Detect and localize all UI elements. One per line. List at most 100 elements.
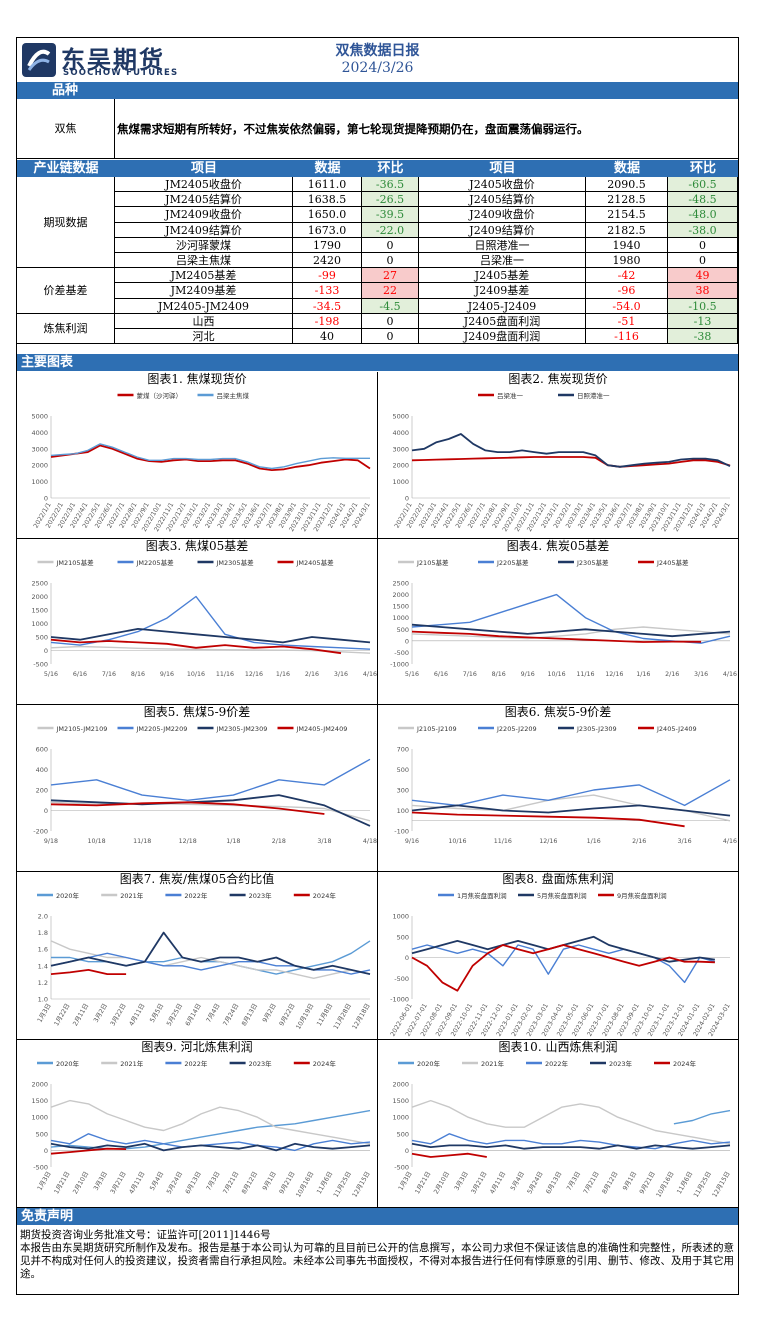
y-tick-label: 0 — [405, 637, 409, 645]
chart-title: 图表1. 焦煤现货价 — [147, 372, 247, 386]
chart-plot: 2020年 2021年 2022年 2023年 2024年 2000 1500 1000 500… — [392, 1059, 731, 1199]
x-tick-label: 10月16日 — [654, 1170, 675, 1199]
x-tick-label: 5月5日 — [148, 1002, 165, 1024]
table-cell-l-chg: -26.5 — [362, 192, 419, 208]
y-tick-label: 1500 — [31, 607, 48, 615]
y-tick-label: 0 — [44, 1147, 48, 1155]
legend-label: 2022年 — [184, 891, 208, 900]
x-tick-label: 2月10日 — [71, 1170, 90, 1195]
legend-label: 2023年 — [249, 891, 273, 900]
chart-8: 图表8. 盘面炼焦利润 1月焦炭盘面利润 5月焦炭盘面利润 9月焦炭盘面利润 1000 5… — [378, 872, 738, 1040]
legend-entry: 2024年 — [654, 1059, 697, 1068]
legend-entry: J2405-J2409 — [638, 725, 697, 733]
x-tick-label: 2/16 — [632, 838, 646, 845]
legend-label: 吕梁准一 — [497, 391, 524, 400]
x-tick-label: 11/18 — [133, 838, 151, 845]
chart-title: 图表6. 焦炭5-9价差 — [504, 705, 612, 719]
table-cell-r-val: -51 — [586, 313, 668, 329]
chart-plot: 1月焦炭盘面利润 5月焦炭盘面利润 9月焦炭盘面利润 1000 500 0 -500 -100… — [389, 891, 731, 1038]
x-tick-label: 9/16 — [521, 671, 535, 678]
x-tick-label: 10/16 — [448, 838, 466, 845]
chart-title: 图表4. 焦炭05基差 — [506, 539, 610, 553]
table-cell-r-val: 1940 — [586, 237, 668, 253]
y-tick-label: -200 — [33, 828, 48, 836]
series-line-1 — [673, 1109, 731, 1125]
legend-label: 2020年 — [56, 891, 80, 900]
legend-entry: J2205基差 — [478, 558, 529, 567]
y-tick-label: 1500 — [392, 1097, 409, 1105]
x-tick-label: 3/18 — [317, 838, 331, 845]
table-cell-l-item: JM2409基差 — [115, 283, 293, 299]
legend-label: 2021年 — [120, 891, 144, 900]
table-cell-l-chg: 22 — [362, 283, 419, 299]
y-tick-label: 100 — [397, 807, 409, 815]
x-tick-label: 10/16 — [547, 671, 565, 678]
legend-entry: 9月焦炭盘面利润 — [598, 891, 667, 900]
x-tick-label: 4/16 — [363, 671, 377, 678]
legend-entry: 2022年 — [526, 1059, 569, 1068]
x-tick-label: 6月14日 — [184, 1002, 203, 1027]
legend-entry: JM2105基差 — [37, 558, 94, 567]
chart-7: 图表7. 焦炭/焦煤05合约比值 2020年 2021年 2022年 2023年 2024… — [17, 872, 378, 1040]
x-tick-label: 3/16 — [334, 671, 348, 678]
x-tick-label: 4月11日 — [127, 1170, 146, 1195]
table-cell-l-val: 1790 — [293, 237, 362, 253]
y-tick-label: 1500 — [31, 1097, 48, 1105]
chart-plot: 吕梁准一 日照港准一5000400030002000100002022/1/120… — [392, 391, 731, 533]
x-tick-label: 11月6日 — [675, 1170, 694, 1195]
legend-entry: 2023年 — [229, 1059, 273, 1068]
legend-entry: 2024年 — [293, 891, 336, 900]
group-label: 炼焦利润 — [17, 313, 115, 345]
y-tick-label: 1.4 — [38, 962, 48, 970]
chart-plot: J2105-J2109 J2205-J2209 J2305-J2309 J2405-J… — [394, 725, 737, 845]
chart-title: 图表10. 山西炼焦利润 — [498, 1040, 618, 1054]
y-tick-label: 1.6 — [38, 946, 48, 954]
table-cell-r-val: 2128.5 — [586, 192, 668, 208]
y-tick-label: 400 — [36, 766, 48, 774]
x-tick-label: 9月1日 — [621, 1170, 638, 1192]
table-cell-r-item: J2409收盘价 — [419, 207, 586, 223]
x-tick-label: 1/18 — [226, 838, 240, 845]
y-tick-label: 2000 — [31, 462, 48, 470]
table-cell-r-chg: -60.5 — [668, 177, 738, 193]
x-tick-label: 1/16 — [587, 838, 601, 845]
legend-label: 2023年 — [249, 1059, 273, 1068]
charts-header: 主要图表 — [21, 355, 74, 370]
x-tick-label: 12/16 — [605, 671, 623, 678]
y-tick-label: 2.0 — [38, 913, 48, 921]
chart-title: 图表8. 盘面炼焦利润 — [502, 872, 614, 886]
disclaimer-body: 本报告由东吴期货研究所制作及发布。报告是基于本公司认为可靠的且目前已公开的信息撰… — [20, 1242, 734, 1280]
table-cell-l-val: 1611.0 — [293, 177, 362, 193]
table-cell-l-chg: 0 — [362, 237, 419, 253]
table-cell-r-item: J2405盘面利润 — [419, 313, 586, 329]
table-cell-r-chg: -10.5 — [668, 298, 738, 314]
x-tick-label: 2月10日 — [432, 1170, 451, 1195]
x-tick-label: 7/16 — [102, 671, 116, 678]
x-tick-label: 5月24日 — [525, 1170, 544, 1195]
table-cell-r-item: J2409基差 — [419, 283, 586, 299]
series-line-4 — [411, 630, 702, 643]
x-tick-label: 12/16 — [245, 671, 263, 678]
legend-label: JM2405-JM2409 — [296, 725, 348, 733]
group-label: 价差基差 — [17, 268, 115, 314]
x-tick-label: 9/16 — [160, 671, 174, 678]
legend-entry: JM2205-JM2209 — [117, 725, 187, 733]
y-tick-label: 500 — [397, 626, 409, 634]
y-tick-label: 0 — [405, 1147, 409, 1155]
legend-label: J2305基差 — [576, 558, 609, 567]
col-change-right: 环比 — [668, 160, 738, 177]
table-cell-l-item: 沙河驿蒙煤 — [115, 237, 293, 253]
legend-entry: J2305-J2309 — [558, 725, 617, 733]
y-tick-label: 1000 — [31, 620, 48, 628]
logo-english-name: SOOCHOW FUTURES — [63, 68, 179, 78]
table-cell-r-chg: -48.5 — [668, 192, 738, 208]
table-cell-l-chg: 0 — [362, 313, 419, 329]
x-tick-label: 6月13日 — [184, 1170, 203, 1195]
x-tick-label: 7月21日 — [221, 1170, 240, 1195]
legend-label: J2205-J2209 — [496, 725, 537, 733]
disclaimer-header: 免责声明 — [21, 1209, 74, 1224]
chart-plot: 2020年 2021年 2022年 2023年 2024年 2.0 1.8 1.6 1.4 1.2… — [35, 891, 371, 1031]
y-tick-label: 200 — [36, 787, 48, 795]
x-tick-label: 10月19日 — [294, 1002, 315, 1031]
legend-entry: 吕梁主焦煤 — [197, 391, 250, 400]
